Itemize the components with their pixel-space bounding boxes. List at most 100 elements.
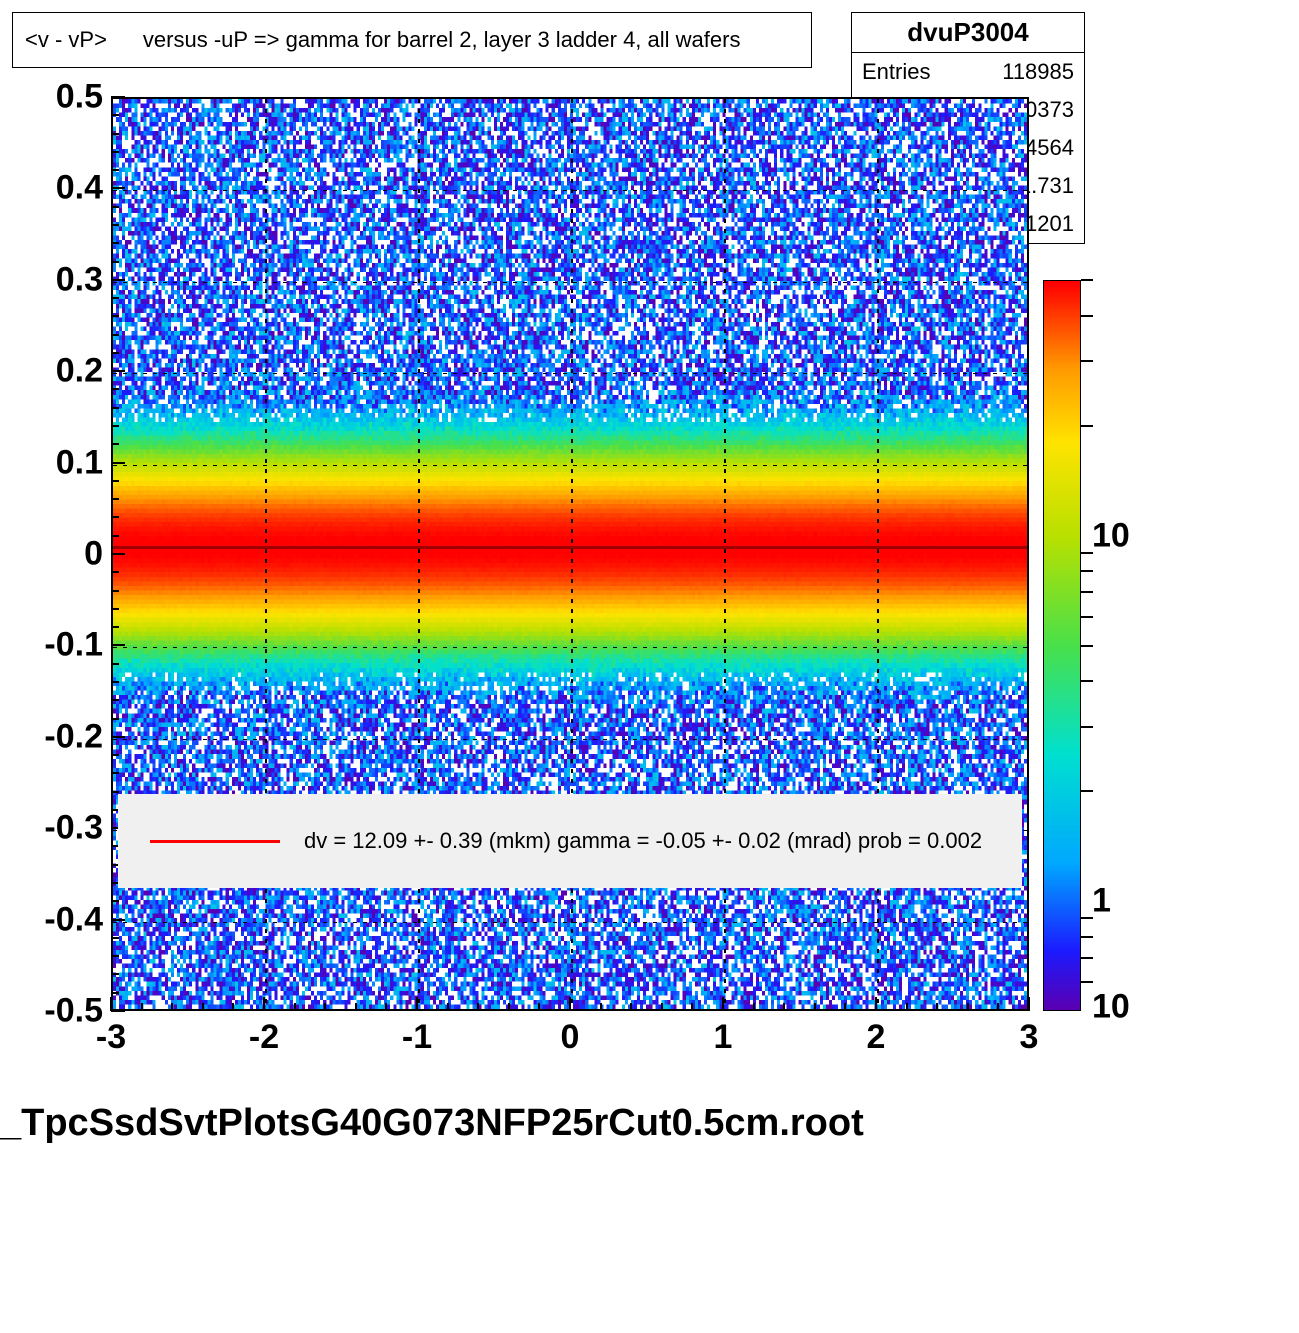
y-minor-tick [111,388,119,390]
y-minor-tick [111,462,119,464]
x-minor-tick [355,1003,357,1011]
y-minor-tick [111,1010,119,1012]
y-minor-tick [111,206,119,208]
x-tick-mark [722,997,724,1011]
y-minor-tick [111,334,119,336]
x-tick-label: 1 [714,1018,733,1057]
y-minor-tick [111,772,119,774]
y-minor-tick [111,718,119,720]
y-tick-label: 0.2 [3,352,103,391]
z-minor-tick [1081,315,1093,317]
x-tick-mark [875,997,877,1011]
z-minor-tick [1081,981,1093,983]
y-minor-tick [111,352,119,354]
grid-h [113,190,1027,191]
y-minor-tick [111,443,119,445]
x-minor-tick [263,1003,265,1011]
y-minor-tick [111,151,119,153]
stats-value: 118985 [1002,59,1074,85]
y-tick-label: 0.4 [3,169,103,208]
grid-h [113,739,1027,740]
x-tick-mark [1028,997,1030,1011]
y-minor-tick [111,590,119,592]
y-minor-tick [111,370,119,372]
y-minor-tick [111,242,119,244]
y-minor-tick [111,425,119,427]
stats-label: Entries [862,59,930,85]
y-minor-tick [111,407,119,409]
legend-box: dv = 12.09 +- 0.39 (mkm) gamma = -0.05 +… [118,794,1022,888]
grid-h [113,465,1027,466]
stats-row: Entries 118985 [852,53,1084,91]
x-minor-tick [753,1003,755,1011]
y-tick-label: 0 [3,535,103,574]
y-minor-tick [111,315,119,317]
x-tick-label: 3 [1020,1018,1039,1057]
x-minor-tick [538,1003,540,1011]
y-minor-tick [111,900,119,902]
grid-h [113,922,1027,923]
y-minor-tick [111,571,119,573]
x-minor-tick [844,1003,846,1011]
x-minor-tick [447,1003,449,1011]
x-minor-tick [661,1003,663,1011]
y-tick-label: 0.5 [3,78,103,117]
x-minor-tick [232,1003,234,1011]
x-tick-label: 2 [867,1018,886,1057]
y-minor-tick [111,498,119,500]
z-minor-tick [1081,790,1093,792]
title-rest: versus -uP => gamma for barrel 2, layer … [143,27,741,53]
x-minor-tick [294,1003,296,1011]
y-tick-label: 0.3 [3,260,103,299]
z-minor-tick [1081,570,1093,572]
x-tick-mark [110,997,112,1011]
z-minor-tick [1081,936,1093,938]
y-minor-tick [111,699,119,701]
title-yvar: <v - vP> [25,27,107,53]
y-minor-tick [111,535,119,537]
y-tick-label: -0.4 [3,900,103,939]
x-minor-tick [385,1003,387,1011]
y-minor-tick [111,955,119,957]
grid-h [113,647,1027,648]
z-minor-tick [1081,616,1093,618]
legend-line-sample [150,840,280,843]
y-minor-tick [111,663,119,665]
footer-filename: _TpcSsdSvtPlotsG40G073NFP25rCut0.5cm.roo… [0,1102,864,1145]
x-minor-tick [967,1003,969,1011]
z-tick-label: 10 [1092,516,1130,555]
y-tick-label: 0.1 [3,443,103,482]
y-minor-tick [111,553,119,555]
y-minor-tick [111,96,119,98]
x-minor-tick [508,1003,510,1011]
y-minor-tick [111,681,119,683]
z-edge-label: 10 [1092,988,1130,1027]
y-minor-tick [111,754,119,756]
grid-h [113,373,1027,374]
y-minor-tick [111,736,119,738]
x-minor-tick [171,1003,173,1011]
z-minor-tick [1081,425,1093,427]
y-minor-tick [111,644,119,646]
y-minor-tick [111,187,119,189]
z-minor-tick [1081,726,1093,728]
x-minor-tick [477,1003,479,1011]
x-minor-tick [324,1003,326,1011]
z-tick-label: 1 [1092,882,1111,921]
z-minor-tick [1081,645,1093,647]
z-minor-tick [1081,680,1093,682]
y-tick-label: -0.3 [3,809,103,848]
y-minor-tick [111,261,119,263]
colorbar-canvas [1044,281,1080,1010]
z-minor-tick [1081,552,1093,554]
x-tick-label: -2 [249,1018,279,1057]
x-tick-label: -1 [402,1018,432,1057]
x-minor-tick [416,1003,418,1011]
x-minor-tick [814,1003,816,1011]
z-minor-tick [1081,917,1093,919]
y-minor-tick [111,169,119,171]
x-minor-tick [906,1003,908,1011]
y-minor-tick [111,973,119,975]
x-minor-tick [783,1003,785,1011]
z-minor-tick [1081,591,1093,593]
